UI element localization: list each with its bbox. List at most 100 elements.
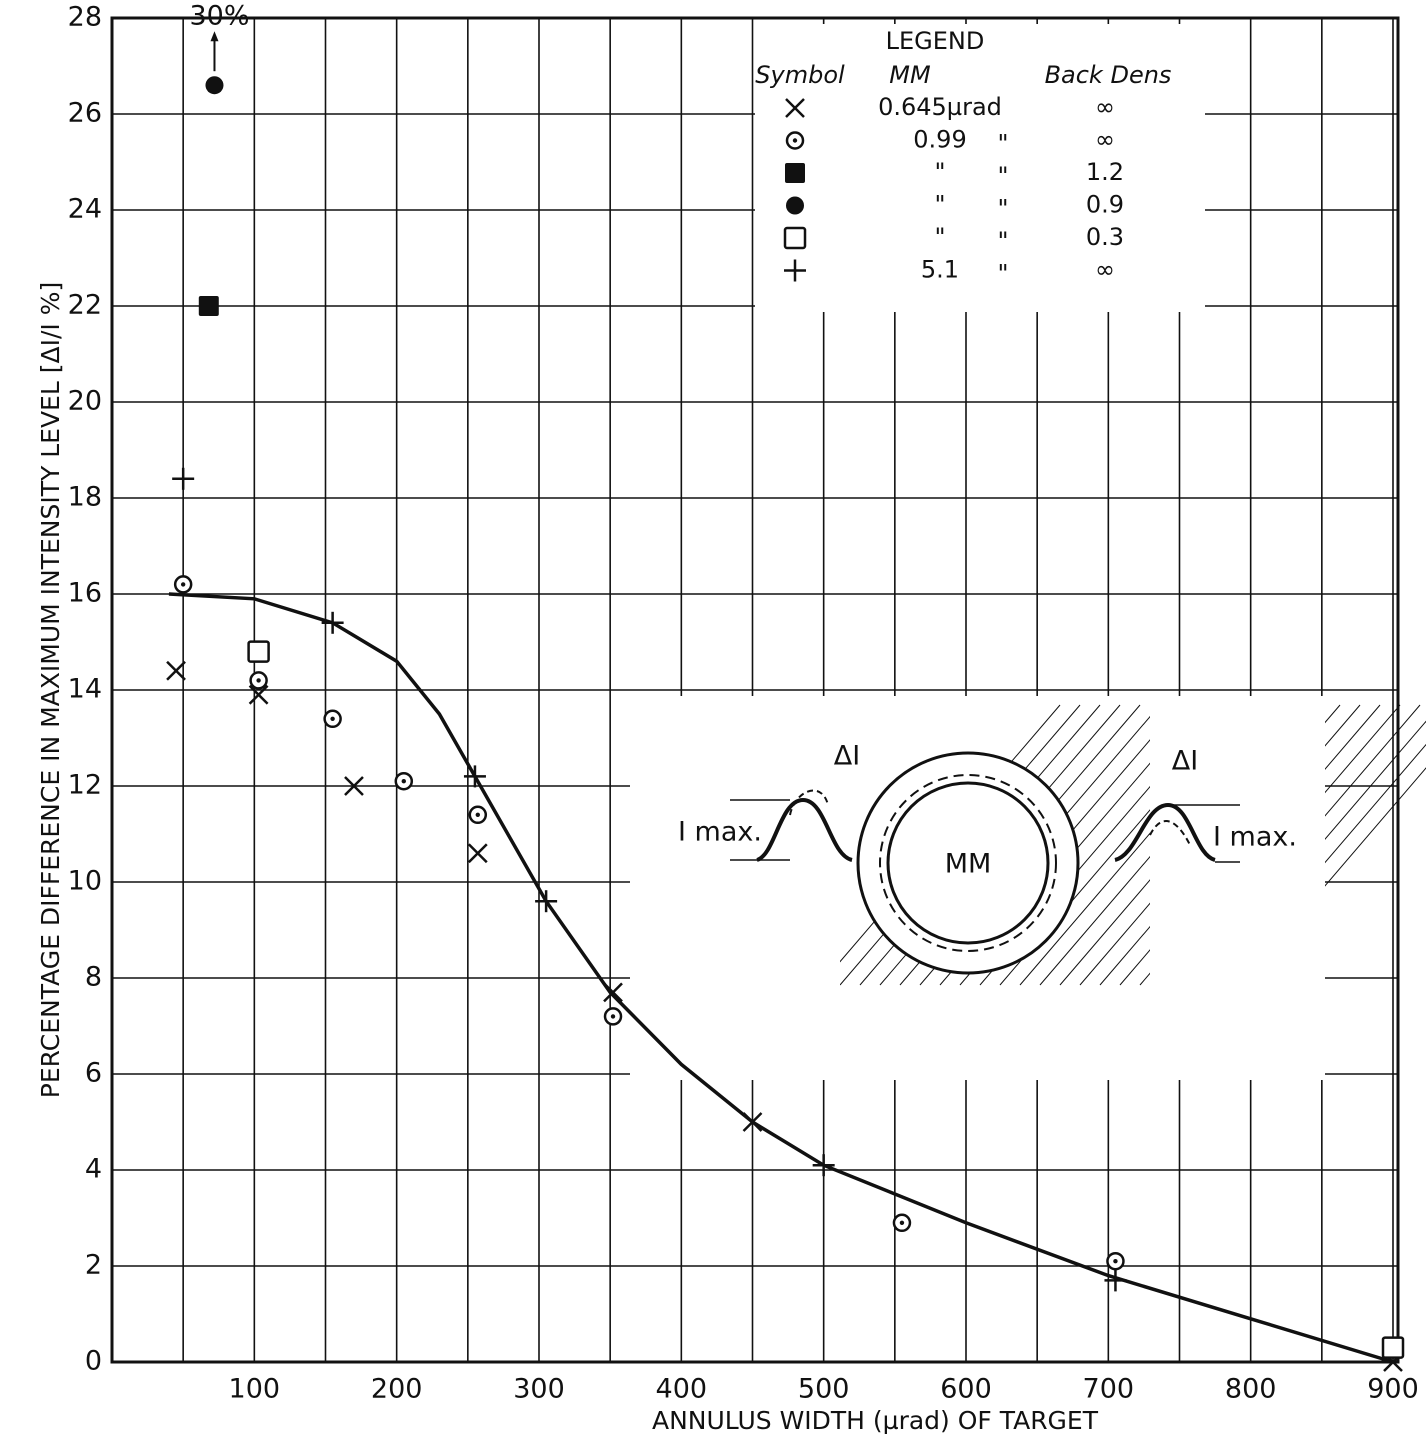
annotation-arrowhead: [210, 31, 219, 42]
marker-stroke: [248, 684, 269, 705]
marker: [783, 226, 807, 250]
x-tick-label: 400: [656, 1374, 708, 1405]
y-axis-label: PERCENTAGE DIFFERENCE IN MAXIMUM INTENSI…: [36, 282, 65, 1098]
y-tick-label: 6: [85, 1058, 102, 1089]
marker: [785, 131, 805, 150]
marker: [249, 671, 268, 690]
marker-dot: [899, 1220, 905, 1226]
legend-dens: ∞: [1095, 93, 1115, 121]
legend-title: LEGEND: [886, 27, 985, 55]
x-tick-label: 600: [940, 1374, 992, 1405]
legend-ditto: ": [997, 130, 1008, 158]
marker-disc: [786, 196, 804, 215]
marker: [603, 982, 623, 1003]
y-tick-label: 28: [68, 2, 102, 33]
marker: [1381, 1336, 1405, 1359]
legend-ditto: ": [997, 227, 1008, 255]
legend-mm: 0.99: [913, 126, 966, 154]
plot-frame: [110, 16, 1400, 1364]
marker: [467, 843, 488, 864]
legend-ditto: ": [997, 162, 1008, 190]
marker-square: [785, 163, 805, 183]
marker-square: [783, 226, 807, 250]
x-tick-label: 900: [1367, 1374, 1419, 1405]
legend-dens: ∞: [1095, 256, 1115, 284]
marker: [468, 805, 488, 825]
legend-mm: ": [934, 223, 945, 251]
legend-mm: 0.645µrad: [878, 93, 1002, 121]
x-tick-label: 200: [371, 1374, 423, 1405]
marker: [247, 640, 270, 663]
profile-right: [1114, 802, 1216, 862]
marker-dot: [256, 678, 261, 683]
marker: [172, 467, 195, 490]
marker-stroke: [785, 98, 805, 118]
marker-stroke: [742, 1112, 763, 1132]
legend-mm: ": [934, 158, 945, 186]
y-tick-label: 24: [68, 194, 102, 225]
inset-label: MM: [945, 849, 992, 880]
legend-header: MM: [889, 61, 931, 89]
inset-label: I max.: [1213, 822, 1297, 853]
y-tick-label: 4: [85, 1154, 102, 1185]
legend: LEGEND Symbol MM Back Dens 0.645µrad ∞ 0.99 " ∞ "…: [755, 24, 1205, 312]
y-tick-label: 14: [68, 674, 102, 705]
marker: [1104, 1269, 1127, 1292]
marker: [603, 1007, 623, 1026]
x-tick-label: 500: [798, 1374, 850, 1405]
annulus-outer: [856, 751, 1080, 975]
y-tick-label: 26: [68, 98, 102, 129]
inset-label: ΔI: [834, 741, 860, 772]
hatch-clear-r: [1150, 696, 1325, 1080]
marker-stroke: [467, 843, 488, 864]
legend-header: Symbol: [755, 61, 845, 89]
profile-left-dash: [789, 789, 829, 816]
annotation: 30%: [189, 1, 249, 32]
legend-dens: 1.2: [1086, 158, 1124, 186]
y-tick-label: 22: [68, 290, 102, 321]
legend-box: [755, 24, 1205, 312]
marker-dot: [180, 582, 186, 587]
marker-dot: [475, 812, 480, 817]
marker: [742, 1112, 763, 1132]
inset: ΔI ΔI I max. I max. MM: [630, 696, 1426, 1080]
marker-dot: [610, 1014, 616, 1019]
marker: [394, 771, 414, 791]
marker-dot: [401, 779, 406, 784]
marker: [784, 259, 806, 282]
marker: [892, 1213, 912, 1233]
marker-stroke: [603, 982, 623, 1003]
marker: [463, 765, 486, 788]
marker: [785, 163, 805, 183]
y-tick-label: 16: [68, 578, 102, 609]
y-tick-label: 8: [85, 962, 102, 993]
marker-stroke: [166, 660, 186, 681]
y-tick-label: 18: [68, 482, 102, 513]
legend-dens: 0.9: [1086, 191, 1124, 219]
marker-dot: [330, 716, 335, 721]
x-tick-label: 100: [229, 1374, 281, 1405]
marker: [323, 709, 342, 729]
annulus-dash: [879, 774, 1057, 952]
marker: [205, 76, 224, 95]
fit-curve: [168, 592, 1394, 1364]
marker: [344, 776, 364, 796]
marker-square: [247, 640, 270, 663]
marker: [166, 660, 186, 681]
marker: [812, 1154, 835, 1177]
y-tick-label: 20: [68, 386, 102, 417]
x-tick-label: 300: [513, 1374, 565, 1405]
legend-header: Back Dens: [1045, 61, 1172, 89]
marker: [173, 575, 193, 594]
marker: [1106, 1251, 1125, 1271]
legend-dens: 0.3: [1086, 223, 1124, 251]
legend-mm: 5.1: [921, 256, 959, 284]
y-tick-label: 0: [85, 1346, 102, 1377]
legend-ditto: ": [997, 195, 1008, 223]
marker: [198, 296, 219, 316]
y-tick-label: 2: [85, 1250, 102, 1281]
marker-dot: [1113, 1259, 1118, 1264]
marker-square: [1381, 1336, 1405, 1359]
legend-dens: ∞: [1095, 126, 1115, 154]
